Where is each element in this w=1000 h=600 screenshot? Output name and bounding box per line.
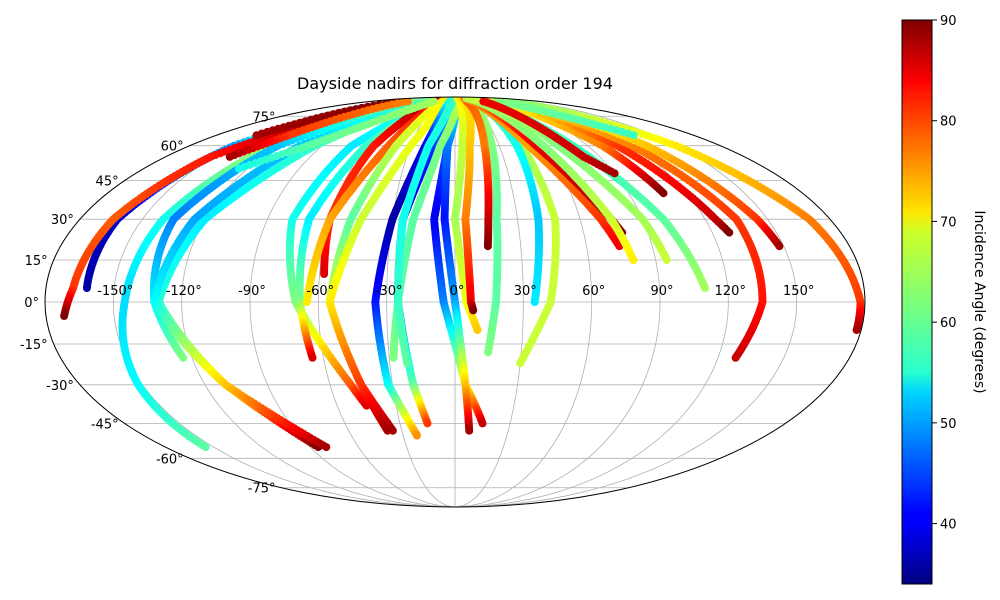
lon-tick-label: 0° xyxy=(450,284,465,299)
data-point xyxy=(469,306,478,315)
lat-tick-label: -45° xyxy=(91,417,119,432)
data-point xyxy=(478,419,487,428)
data-point xyxy=(234,164,243,173)
data-point xyxy=(225,152,234,161)
data-point xyxy=(322,443,331,452)
data-point xyxy=(629,256,638,264)
data-point xyxy=(483,242,492,251)
lon-tick-label: -30° xyxy=(375,284,403,299)
data-point xyxy=(530,298,539,306)
colorbar-tick-label: 50 xyxy=(940,417,957,432)
lon-tick-label: -60° xyxy=(306,284,334,299)
colorbar-label: Incidence Angle (degrees) xyxy=(971,210,987,393)
data-point xyxy=(201,443,210,452)
data-point xyxy=(383,426,392,435)
lon-tick-label: -150° xyxy=(97,284,133,299)
lat-tick-label: 0° xyxy=(24,296,39,311)
lon-tick-label: 90° xyxy=(650,284,673,299)
data-point xyxy=(389,353,398,362)
lat-tick-label: 15° xyxy=(25,254,48,269)
lon-tick-label: -90° xyxy=(238,284,266,299)
colorbar: 40 50 60 70 80 90 Incidence Angle (degrees) xyxy=(901,14,987,585)
lon-tick-label: 120° xyxy=(715,284,746,299)
lat-tick-label: -60° xyxy=(156,452,184,467)
data-point xyxy=(302,298,311,306)
data-point xyxy=(82,284,91,292)
data-point xyxy=(60,312,69,320)
data-point xyxy=(423,419,432,428)
data-point xyxy=(610,169,619,178)
lon-tick-label: -120° xyxy=(166,284,202,299)
lat-tick-label: 60° xyxy=(161,140,184,155)
colorbar-tick-label: 60 xyxy=(940,316,957,331)
data-point xyxy=(413,431,421,440)
colorbar-tick-label: 70 xyxy=(940,215,957,230)
data-point xyxy=(484,348,493,357)
data-point xyxy=(473,326,482,334)
data-point xyxy=(179,353,188,362)
colorbar-tick-label: 40 xyxy=(940,518,957,533)
observation-tracks xyxy=(60,97,865,452)
lon-tick-label: 60° xyxy=(582,284,605,299)
data-point xyxy=(725,228,734,237)
lat-tick-label: -75° xyxy=(248,482,276,497)
colorbar-tick-label: 80 xyxy=(940,115,957,130)
data-point xyxy=(320,270,329,278)
colorbar-ticks: 40 50 60 70 80 90 xyxy=(932,14,957,533)
map-plot-area: -150° -120° -90° -60° -30° 0° 30° 60° 90° 120° 150… xyxy=(20,96,866,508)
data-point xyxy=(659,189,668,198)
data-point xyxy=(516,359,525,368)
lon-tick-label: 150° xyxy=(783,284,814,299)
data-point xyxy=(252,131,261,140)
data-point xyxy=(731,353,740,362)
lat-tick-label: -30° xyxy=(46,379,74,394)
lon-tick-label: 30° xyxy=(514,284,537,299)
colorbar-tick-label: 90 xyxy=(940,14,957,29)
data-point xyxy=(465,426,474,435)
chart-title: Dayside nadirs for diffraction order 194 xyxy=(297,74,613,93)
data-point xyxy=(308,353,317,362)
data-point xyxy=(701,284,709,292)
lat-tick-label: -15° xyxy=(20,338,48,353)
lat-tick-label: 30° xyxy=(51,213,74,228)
colorbar-gradient xyxy=(901,19,933,585)
data-point xyxy=(629,131,638,140)
data-point xyxy=(662,256,671,264)
data-point xyxy=(775,242,784,251)
data-point xyxy=(852,326,861,334)
lat-tick-label: 45° xyxy=(96,175,119,190)
data-point xyxy=(403,359,412,368)
lat-tick-label: 75° xyxy=(252,110,275,125)
